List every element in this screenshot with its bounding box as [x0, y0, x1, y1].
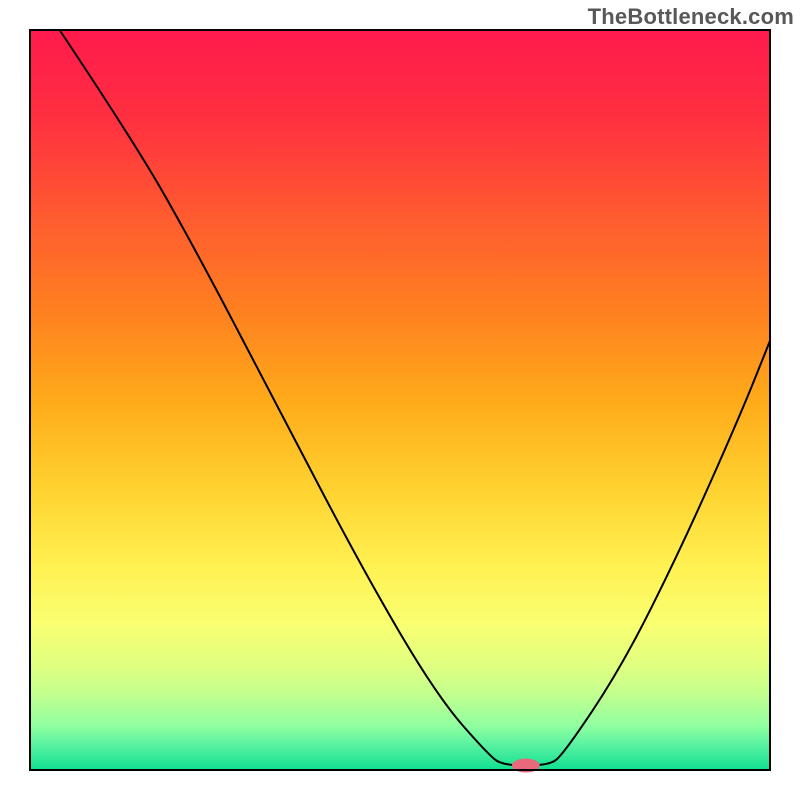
chart-container: { "watermark": { "text": "TheBottleneck.… — [0, 0, 800, 800]
bottleneck-chart — [0, 0, 800, 800]
